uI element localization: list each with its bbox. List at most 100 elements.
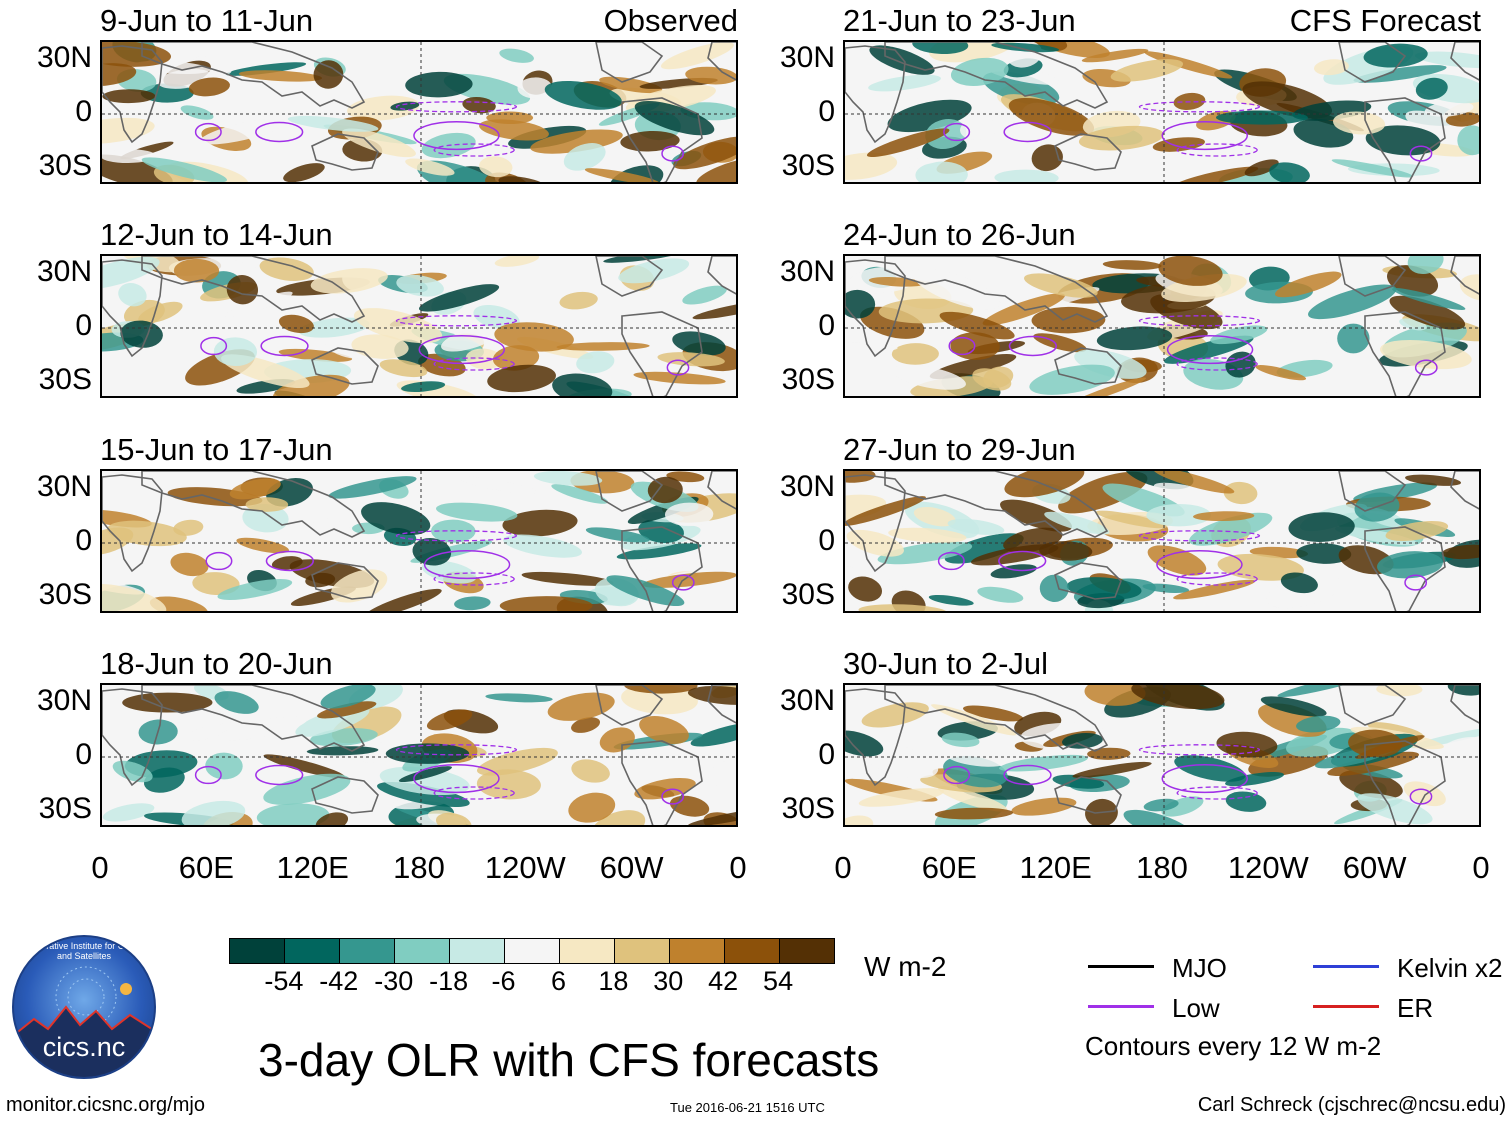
olr-anomaly — [571, 759, 610, 783]
olr-anomaly — [217, 579, 293, 600]
colorbar-tick-label: 42 — [708, 966, 739, 996]
colorbar-swatch — [505, 939, 560, 963]
olr-anomaly — [868, 74, 941, 92]
footer-author: Carl Schreck (cjschrec@ncsu.edu) — [1197, 1094, 1506, 1116]
olr-anomaly — [946, 749, 1008, 767]
olr-anomaly — [877, 541, 973, 565]
coastline — [141, 42, 366, 109]
lat-tick-label: 30N — [36, 255, 92, 288]
lat-tick-label: 30S — [38, 363, 92, 396]
olr-anomaly — [1327, 751, 1420, 776]
olr-anomaly — [982, 71, 1060, 106]
lat-tick-label: 30S — [781, 792, 835, 825]
olr-anomaly — [1096, 326, 1173, 351]
olr-map — [843, 40, 1481, 184]
olr-anomaly — [1225, 791, 1267, 812]
lat-tick-label: 0 — [818, 524, 835, 557]
colorbar-tick-label: -30 — [374, 966, 414, 996]
olr-anomaly — [1355, 735, 1425, 759]
lon-tick-label: 180 — [393, 850, 445, 885]
coastline — [311, 776, 379, 814]
low-contour — [1003, 121, 1052, 143]
olr-anomaly — [1447, 685, 1479, 696]
olr-anomaly — [454, 596, 491, 611]
olr-anomaly — [441, 326, 500, 352]
panel-title: 12-Jun to 14-Jun — [100, 217, 333, 252]
olr-anomaly — [141, 157, 228, 182]
olr-anomaly — [245, 497, 289, 512]
olr-anomaly — [1031, 144, 1063, 172]
olr-anomaly — [213, 337, 258, 367]
colorbar-tick-label: -54 — [264, 966, 304, 996]
low-contour — [948, 336, 976, 356]
low-contour — [194, 122, 222, 142]
olr-anomaly — [1244, 159, 1279, 177]
olr-anomaly — [336, 785, 392, 806]
coastline — [707, 42, 736, 81]
olr-anomaly — [1260, 696, 1327, 717]
olr-anomaly — [458, 476, 539, 495]
coastline — [845, 45, 906, 144]
olr-anomaly — [517, 77, 553, 99]
olr-anomaly — [426, 709, 473, 731]
low-contour — [423, 550, 511, 580]
panel-title: 18-Jun to 20-Jun — [100, 646, 333, 681]
low-contour — [418, 335, 505, 365]
olr-anomaly — [238, 70, 323, 82]
contour-note: Contours every 12 W m-2 — [1085, 1031, 1382, 1061]
olr-anomaly — [1438, 737, 1479, 767]
olr-anomaly — [1011, 797, 1077, 816]
olr-anomaly — [690, 721, 736, 747]
low-contour — [1156, 550, 1243, 580]
lon-tick-label: 120E — [276, 850, 349, 885]
olr-field — [102, 471, 736, 611]
olr-anomaly — [1193, 511, 1255, 522]
olr-anomaly — [685, 66, 736, 85]
olr-anomaly — [1445, 112, 1479, 127]
olr-anomaly — [944, 533, 1024, 564]
olr-anomaly — [939, 311, 1015, 340]
olr-anomaly — [845, 815, 874, 825]
olr-anomaly — [972, 368, 1012, 391]
coastline — [141, 685, 366, 752]
olr-anomaly — [929, 42, 1017, 63]
olr-anomaly — [647, 476, 683, 504]
olr-anomaly — [1414, 51, 1479, 69]
olr-anomaly — [552, 373, 613, 396]
lat-tick-label: 0 — [818, 309, 835, 342]
olr-anomaly — [1081, 48, 1149, 63]
olr-anomaly — [845, 152, 898, 180]
olr-anomaly — [487, 364, 556, 393]
legend-label: Kelvin x2 — [1397, 953, 1503, 983]
low-contour-negative — [1138, 530, 1261, 542]
panel-title: 9-Jun to 11-Jun — [100, 3, 314, 38]
olr-anomaly — [1215, 110, 1308, 125]
olr-anomaly — [1313, 59, 1349, 76]
olr-anomaly — [1001, 812, 1073, 825]
olr-anomaly — [1008, 97, 1095, 136]
low-contour — [413, 121, 500, 151]
olr-anomaly — [242, 503, 289, 533]
coastline — [707, 256, 736, 295]
colorbar-swatch — [285, 939, 340, 963]
olr-anomaly — [1074, 349, 1147, 379]
olr-anomaly — [891, 364, 966, 390]
olr-field — [102, 256, 736, 396]
coastline — [1450, 256, 1479, 295]
olr-anomaly — [278, 314, 314, 334]
olr-anomaly — [1365, 125, 1441, 156]
lat-tick-label: 30S — [38, 792, 92, 825]
olr-map — [843, 683, 1481, 827]
lon-tick-label: 0 — [1472, 850, 1490, 885]
olr-anomaly — [1066, 577, 1142, 600]
olr-anomaly — [845, 496, 926, 526]
olr-anomaly — [891, 343, 939, 365]
olr-anomaly — [236, 537, 290, 554]
coastline — [1054, 776, 1122, 814]
low-contour — [265, 550, 314, 572]
lon-tick-label: 0 — [834, 850, 852, 885]
olr-anomaly — [977, 586, 1024, 603]
colorbar-swatch — [230, 939, 285, 963]
olr-anomaly — [465, 348, 503, 370]
low-contour-negative — [433, 357, 515, 371]
